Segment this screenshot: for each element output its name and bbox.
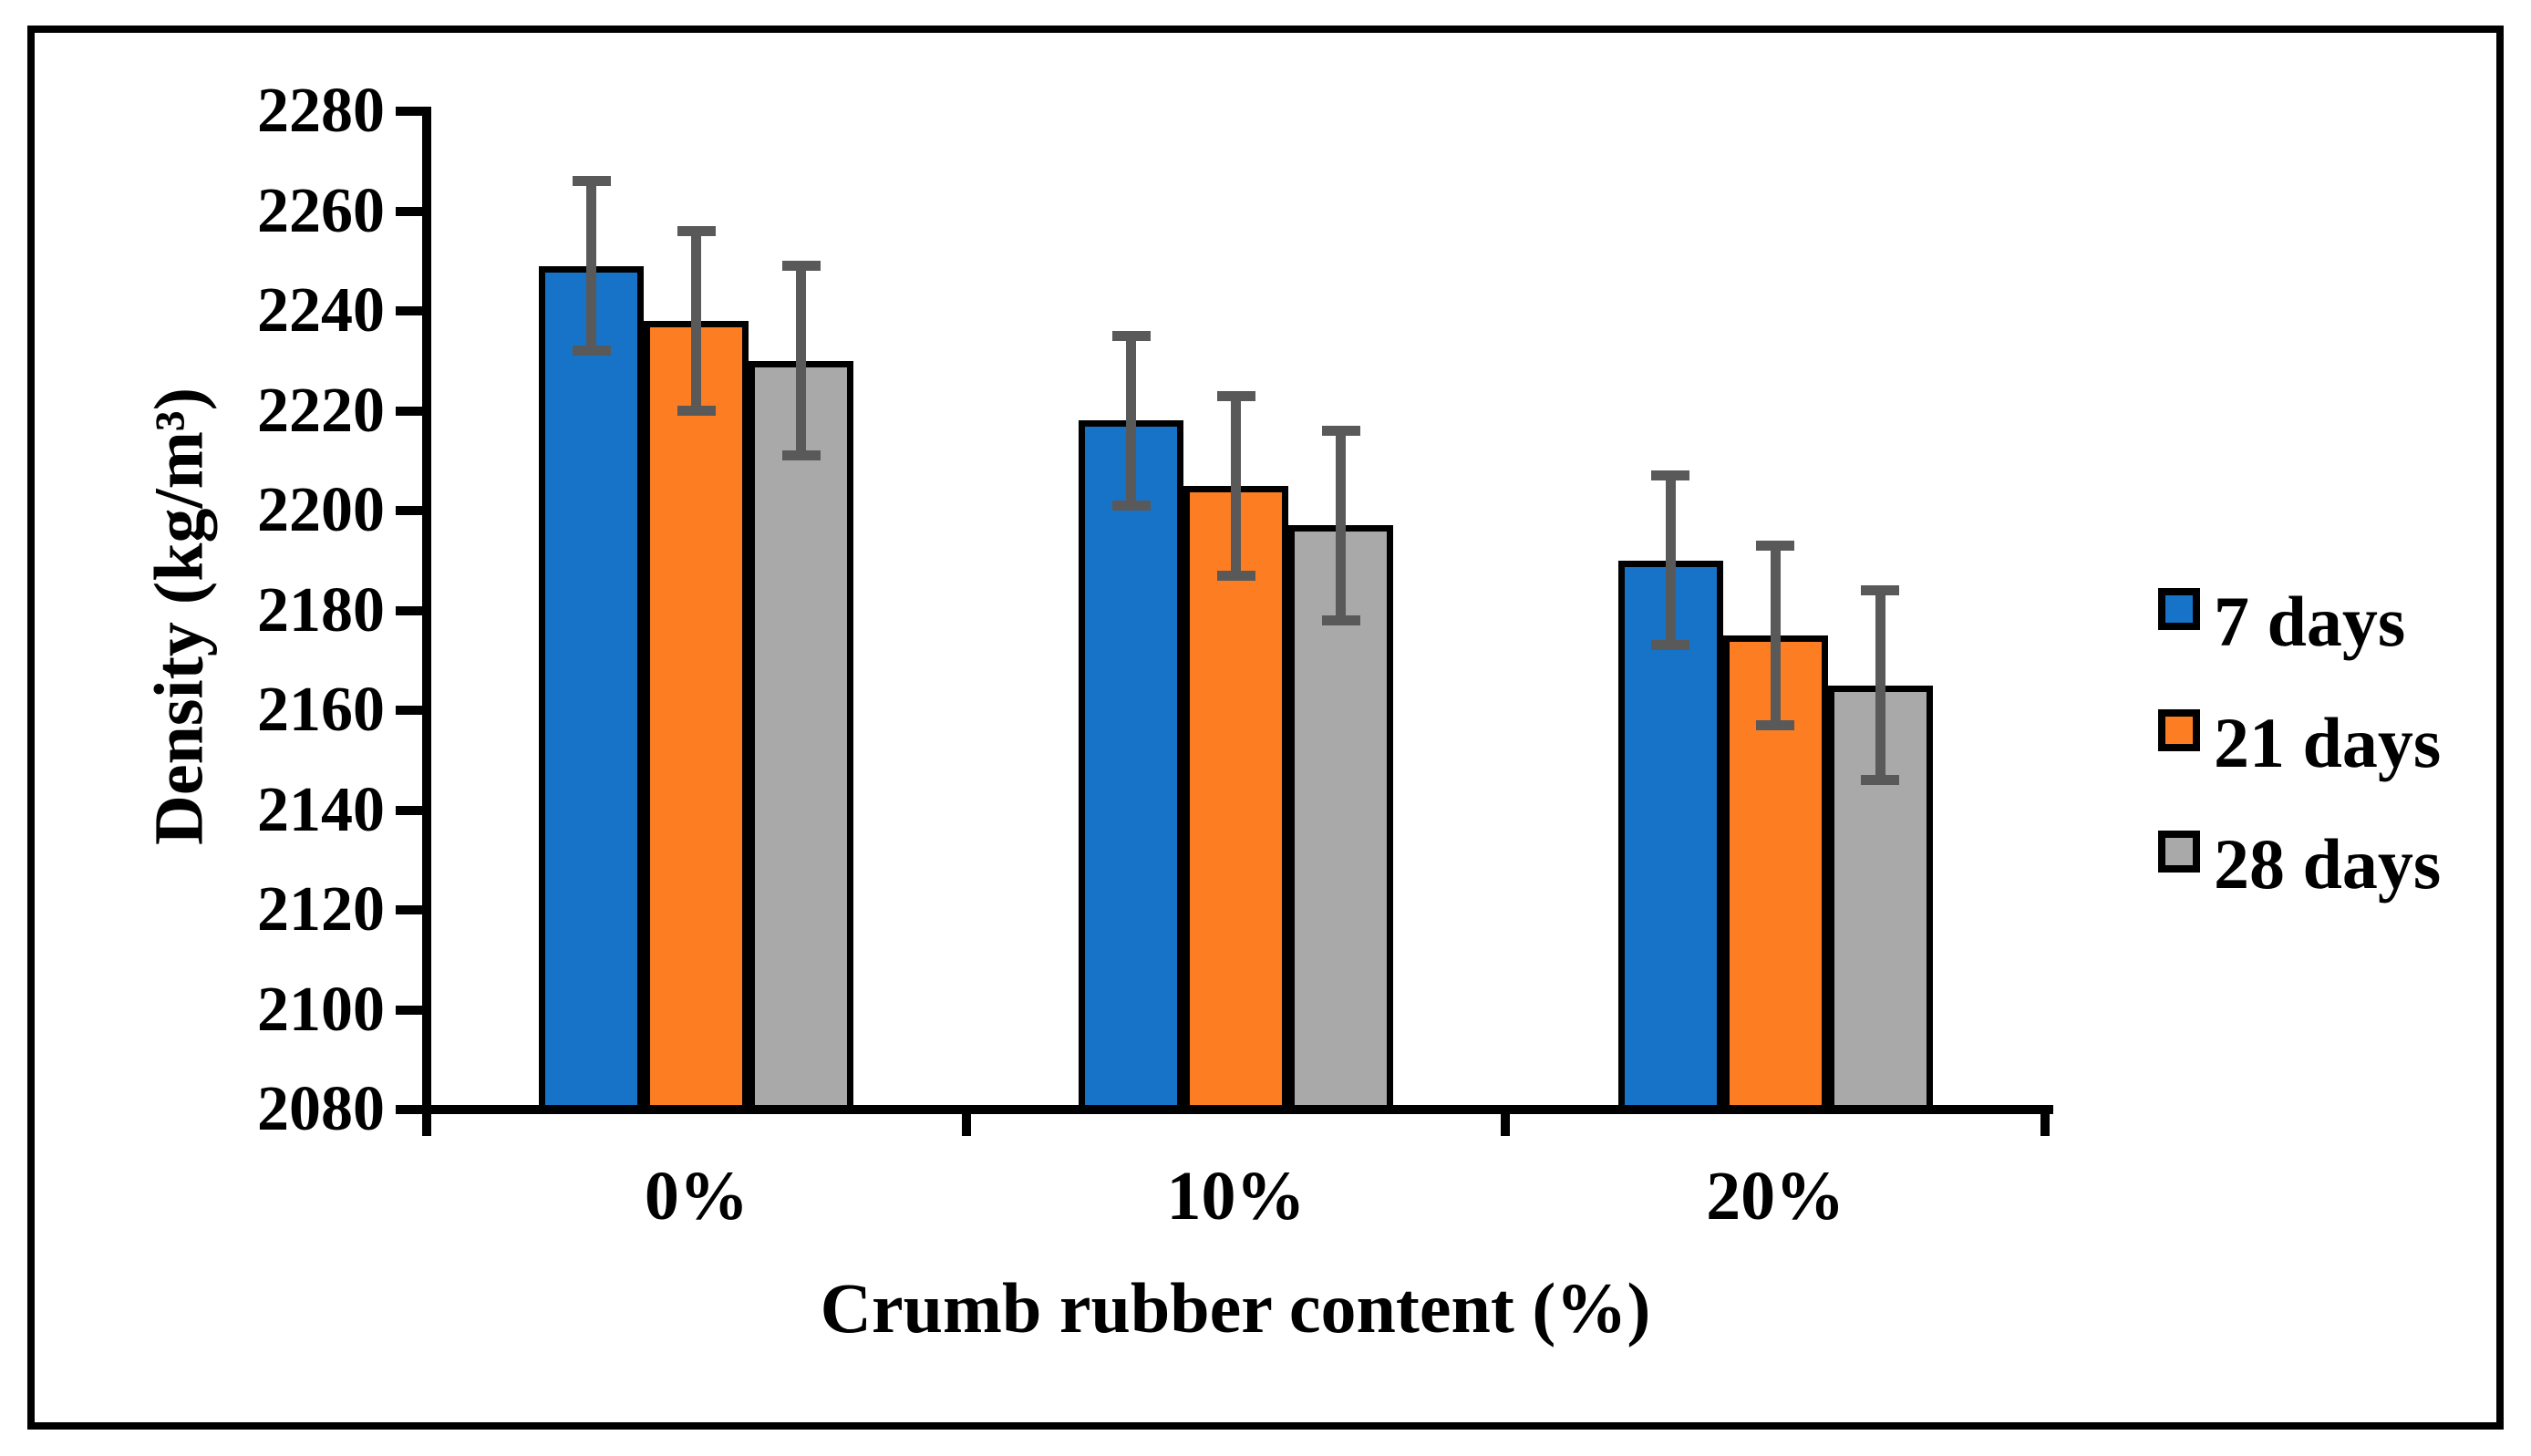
y-tick-label: 2280 [257, 76, 385, 146]
y-tick-label: 2120 [257, 874, 385, 945]
error-bar [1126, 336, 1136, 506]
bar-21-days-10% [1183, 485, 1288, 1114]
y-axis-title: Density (kg/m³) [140, 387, 218, 845]
y-tick [396, 805, 422, 815]
error-bar [1336, 430, 1346, 621]
legend-label: 7 days [2214, 582, 2406, 661]
y-tick [396, 1105, 422, 1114]
error-bar-cap [1216, 570, 1255, 581]
bar-28-days-0% [749, 360, 854, 1114]
error-bar-cap [781, 261, 821, 272]
error-bar-cap [1756, 540, 1795, 551]
x-tick [961, 1110, 971, 1136]
x-axis-line [422, 1105, 2053, 1114]
y-tick-label: 2100 [257, 974, 385, 1045]
legend-label: 28 days [2214, 824, 2442, 904]
legend: 7 days 21 days 28 days [2158, 565, 2505, 948]
figure-border [27, 26, 2504, 1430]
y-tick-label: 2160 [257, 675, 385, 745]
x-axis-title: Crumb rubber content (%) [820, 1268, 1651, 1348]
x-tick-label: 0% [644, 1158, 749, 1234]
y-tick [396, 206, 422, 216]
legend-swatch-7-days [2158, 588, 2200, 630]
error-bar [1875, 590, 1885, 780]
legend-label: 21 days [2214, 703, 2442, 782]
y-tick-label: 2080 [257, 1074, 385, 1144]
y-tick-label: 2140 [257, 774, 385, 845]
error-bar-cap [1111, 330, 1151, 341]
y-tick [396, 406, 422, 416]
x-tick [2040, 1110, 2050, 1136]
error-bar [1231, 396, 1241, 576]
y-tick [396, 706, 422, 715]
y-tick [396, 306, 422, 315]
error-bar-cap [1321, 614, 1360, 625]
error-bar-cap [1321, 425, 1360, 436]
legend-swatch-21-days [2158, 709, 2200, 751]
error-bar-cap [1756, 719, 1795, 730]
error-bar-cap [677, 406, 716, 416]
error-bar [1665, 475, 1676, 645]
y-tick-label: 2260 [257, 175, 385, 246]
error-bar [586, 181, 597, 351]
bar-7-days-0% [539, 265, 645, 1114]
x-tick-label: 20% [1706, 1158, 1845, 1234]
error-bar [691, 231, 702, 411]
y-tick [396, 905, 422, 914]
x-tick [1501, 1110, 1511, 1136]
x-tick-label: 10% [1166, 1158, 1306, 1234]
bar-7-days-10% [1079, 420, 1183, 1114]
y-tick-label: 2240 [257, 275, 385, 346]
y-tick-label: 2180 [257, 574, 385, 645]
error-bar-cap [1651, 470, 1690, 481]
y-tick [396, 1005, 422, 1015]
bar-21-days-0% [644, 320, 749, 1114]
y-tick-label: 2220 [257, 375, 385, 446]
y-tick [396, 107, 422, 116]
error-bar-cap [1111, 501, 1151, 511]
error-bar [1770, 545, 1781, 726]
y-axis-line [422, 107, 431, 1115]
error-bar-cap [1861, 775, 1900, 786]
error-bar-cap [1861, 585, 1900, 596]
x-tick [422, 1110, 431, 1136]
error-bar-cap [1651, 640, 1690, 651]
y-tick [396, 605, 422, 615]
error-bar-cap [1216, 390, 1255, 401]
y-tick [396, 506, 422, 515]
y-tick-label: 2200 [257, 475, 385, 545]
error-bar-cap [572, 176, 611, 187]
error-bar-cap [781, 450, 821, 461]
error-bar [796, 265, 807, 456]
error-bar-cap [572, 346, 611, 356]
legend-swatch-28-days [2158, 831, 2200, 873]
error-bar-cap [677, 225, 716, 236]
